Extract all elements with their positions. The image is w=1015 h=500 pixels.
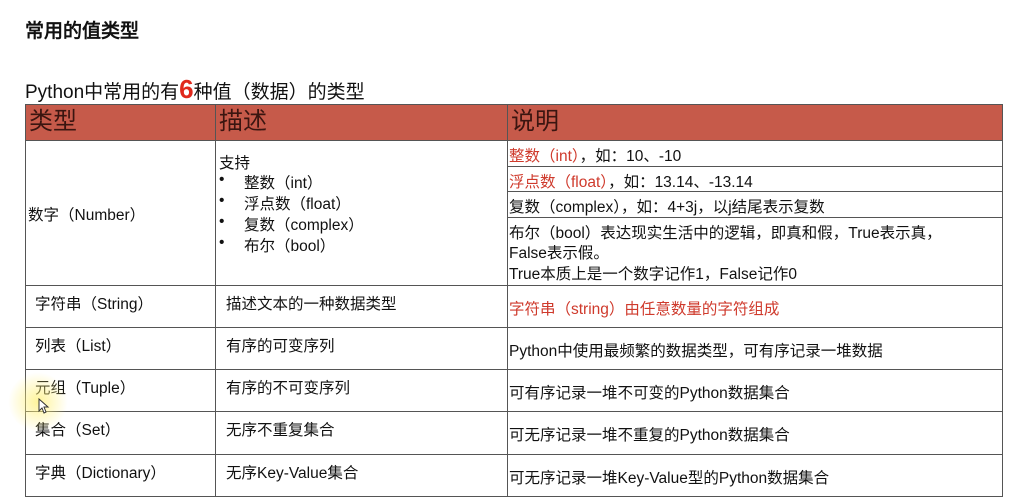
cell-type: 字典（Dictionary）: [25, 454, 216, 497]
note-text: Python中使用最频繁的数据类型，可有序记录一堆数据: [509, 343, 883, 360]
cell-note: Python中使用最频繁的数据类型，可有序记录一堆数据: [507, 327, 1003, 370]
subtitle-number: 6: [179, 74, 194, 104]
cell-desc: 有序的可变序列: [215, 327, 508, 370]
desc-title: 支持: [219, 155, 251, 172]
desc-text: 有序的可变序列: [226, 338, 335, 355]
desc-item: 浮点数（float）: [244, 196, 351, 213]
cell-number-type: 数字（Number）: [25, 140, 216, 286]
desc-item: 布尔（bool）: [244, 238, 336, 255]
bullet: •: [219, 234, 225, 251]
note-text: ，如：10、-10: [579, 148, 682, 165]
note-float: 浮点数（float），如：13.14、-13.14: [507, 166, 1003, 192]
note-line: 布尔（bool）表达现实生活中的逻辑，即真和假，True表示真，: [509, 225, 942, 242]
desc-item: 复数（complex）: [244, 217, 364, 234]
page-title: 常用的值类型: [25, 21, 140, 42]
subtitle: Python中常用的有6种值（数据）的类型: [25, 74, 365, 104]
cell-desc: 有序的不可变序列: [215, 369, 508, 412]
desc-text: 有序的不可变序列: [226, 380, 351, 397]
note-red: 浮点数（float）: [509, 174, 609, 191]
cell-desc: 描述文本的一种数据类型: [215, 285, 508, 328]
note-text: ，如：13.14、-13.14: [608, 174, 753, 191]
note-text: 复数（complex），如：4+3j，以j结尾表示复数: [509, 199, 825, 216]
cell-note: 可无序记录一堆不重复的Python数据集合: [507, 411, 1003, 455]
header-note: 说明: [507, 104, 1003, 141]
bullet: •: [219, 171, 225, 188]
bullet: •: [219, 192, 225, 209]
note-red: 整数（int）: [509, 148, 580, 165]
cell-note: 字符串（string）由任意数量的字符组成: [507, 285, 1003, 328]
cell-type: 列表（List）: [25, 327, 216, 370]
note-complex: 复数（complex），如：4+3j，以j结尾表示复数: [507, 191, 1003, 218]
subtitle-text-end: 种值（数据）的类型: [193, 82, 365, 103]
type-label: 列表（List）: [35, 338, 122, 355]
cell-type: 字符串（String）: [25, 285, 216, 328]
type-label: 数字（Number）: [28, 207, 146, 224]
note-text: 可无序记录一堆不重复的Python数据集合: [509, 427, 790, 444]
cell-desc: 无序Key-Value集合: [215, 454, 508, 497]
type-label: 字符串（String）: [35, 296, 153, 313]
desc-text: 无序Key-Value集合: [226, 465, 359, 482]
desc-item: 整数（int）: [244, 175, 323, 192]
cursor-highlight: [8, 372, 68, 432]
subtitle-text: Python中常用的有: [25, 82, 180, 103]
type-label: 字典（Dictionary）: [35, 465, 166, 482]
note-bool: 布尔（bool）表达现实生活中的逻辑，即真和假，True表示真， False表示…: [507, 217, 1003, 286]
note-text: 可有序记录一堆不可变的Python数据集合: [509, 385, 790, 402]
note-line: False表示假。: [509, 245, 609, 262]
cell-note: 可无序记录一堆Key-Value型的Python数据集合: [507, 454, 1003, 497]
bullet: •: [219, 213, 225, 230]
note-text: 可无序记录一堆Key-Value型的Python数据集合: [509, 470, 830, 487]
cell-note: 可有序记录一堆不可变的Python数据集合: [507, 369, 1003, 412]
note-text: 字符串（string）由任意数量的字符组成: [509, 301, 780, 318]
type-label: 集合（Set）: [35, 422, 121, 439]
cell-desc: 无序不重复集合: [215, 411, 508, 455]
note-int: 整数（int），如：10、-10: [507, 140, 1003, 167]
desc-text: 描述文本的一种数据类型: [226, 296, 397, 313]
header-type: 类型: [25, 104, 216, 141]
mouse-cursor-icon: [38, 398, 50, 414]
cell-number-desc: 支持 • 整数（int） • 浮点数（float） • 复数（complex） • 布尔…: [215, 140, 508, 286]
desc-text: 无序不重复集合: [226, 422, 335, 439]
header-desc: 描述: [215, 104, 508, 141]
note-line: True本质上是一个数字记作1，False记作0: [509, 266, 797, 283]
